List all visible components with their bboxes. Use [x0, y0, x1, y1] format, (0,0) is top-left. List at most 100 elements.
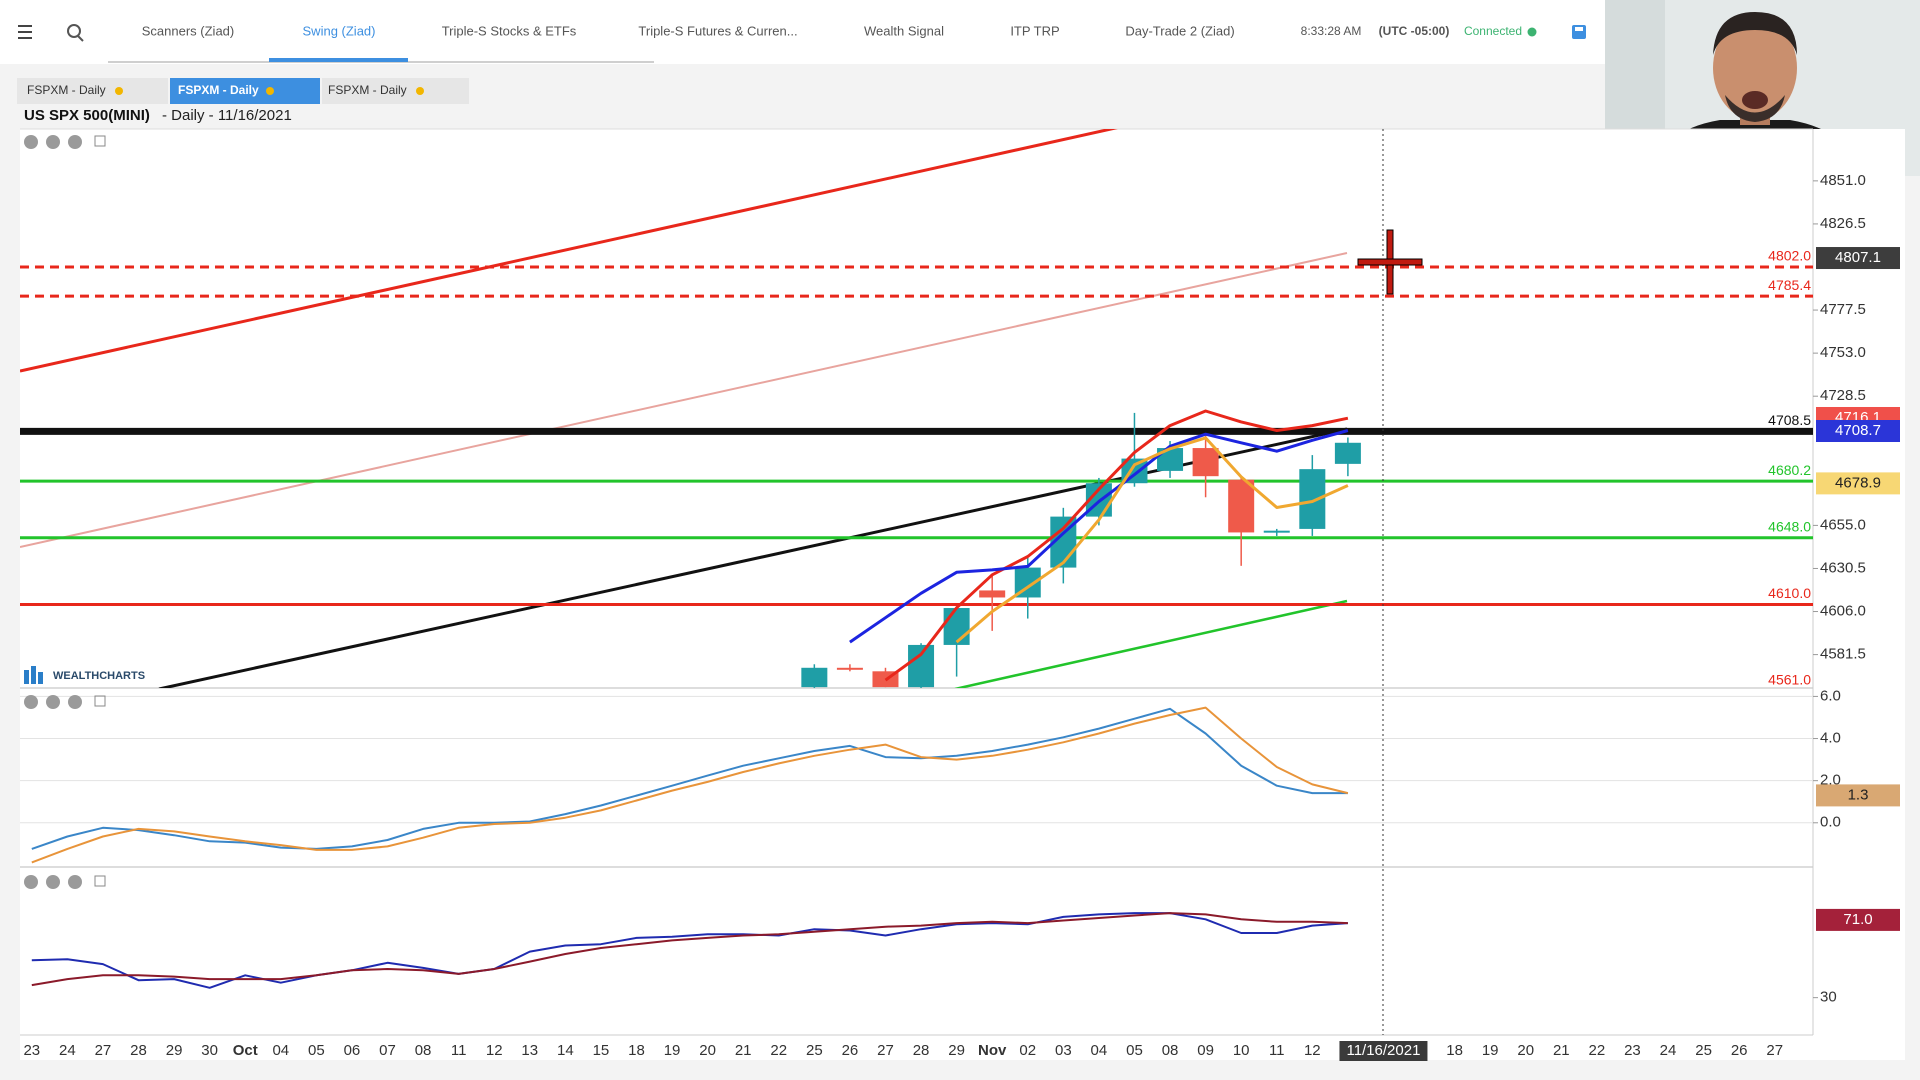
status-dot — [115, 87, 123, 95]
price-badge-label: 4708.7 — [1835, 422, 1881, 439]
panels: 4851.0 4826.5 4777.5 4753.0 4728.5 4655.0 4630… — [20, 172, 1900, 1061]
tab[interactable]: Wealth Signal — [864, 23, 944, 38]
x-tick-label: 11/16/2021 — [1346, 1042, 1420, 1059]
x-tick-label: 23 — [23, 1042, 40, 1059]
x-tick-label: 08 — [415, 1042, 432, 1059]
menu-icon[interactable] — [18, 25, 32, 39]
panel-plot — [31, 912, 1348, 989]
clock: 8:33:28 AM — [1301, 24, 1362, 38]
price-badge-label: 4807.1 — [1835, 249, 1881, 266]
x-tick-label: 30 — [201, 1042, 218, 1059]
level-label: 4708.5 — [1768, 412, 1811, 428]
x-tick-label: 28 — [913, 1042, 930, 1059]
x-tick-label: 25 — [1695, 1042, 1712, 1059]
y-tick-label: 4655.0 — [1820, 516, 1866, 533]
series-line — [31, 912, 1348, 989]
x-tick-label: 27 — [877, 1042, 894, 1059]
candle-body — [908, 644, 935, 688]
candle-body — [1228, 479, 1255, 533]
x-tick-label: 06 — [344, 1042, 361, 1059]
x-tick-label: 27 — [1766, 1042, 1783, 1059]
chart-title: US SPX 500(MINI) — [24, 107, 150, 124]
x-tick-label: 15 — [593, 1042, 610, 1059]
x-tick-label: 26 — [1731, 1042, 1748, 1059]
x-tick-label: 25 — [806, 1042, 823, 1059]
tab[interactable]: Swing (Ziad) — [303, 23, 376, 38]
price-badge — [1816, 784, 1900, 807]
series-line — [31, 707, 1348, 850]
search-icon[interactable] — [67, 24, 84, 42]
x-tick-label: 05 — [308, 1042, 325, 1059]
tab[interactable]: Triple-S Stocks & ETFs — [442, 23, 577, 38]
y-tick-label: 6.0 — [1820, 687, 1841, 704]
y-tick-label: 4753.0 — [1820, 344, 1866, 361]
tab[interactable]: Triple-S Futures & Curren... — [638, 23, 797, 38]
x-tick-label: 28 — [130, 1042, 147, 1059]
y-tick-label: 4728.5 — [1820, 387, 1866, 404]
y-tick-label: 4630.5 — [1820, 559, 1866, 576]
subtab[interactable] — [322, 78, 469, 104]
y-tick-label: 4777.5 — [1820, 301, 1866, 318]
x-tick-label: Nov — [978, 1042, 1007, 1059]
x-tick-label: 22 — [1589, 1042, 1606, 1059]
x-tick-label: 11 — [1269, 1042, 1285, 1059]
candle-body — [1263, 530, 1290, 533]
x-tick-label: 21 — [1553, 1042, 1570, 1059]
x-tick-label: 10 — [1233, 1042, 1250, 1059]
candle-body — [1192, 448, 1219, 477]
tab[interactable]: ITP TRP — [1010, 23, 1059, 38]
x-tick-label: 13 — [521, 1042, 538, 1059]
price-badge — [1816, 247, 1900, 270]
x-tick-label: 29 — [948, 1042, 965, 1059]
level-label: 4610.0 — [1768, 585, 1811, 601]
cursor-date-box — [1339, 1041, 1428, 1061]
x-tick-label: 04 — [1091, 1042, 1108, 1059]
series-line — [849, 429, 1349, 644]
level-label: 4802.0 — [1768, 248, 1811, 264]
x-tick-label: 18 — [628, 1042, 645, 1059]
subtab[interactable] — [17, 78, 168, 104]
x-tick-label: 18 — [1446, 1042, 1463, 1059]
panel-controls[interactable] — [24, 135, 106, 889]
candle-body — [801, 667, 828, 688]
status-dot — [416, 87, 424, 95]
save-icon[interactable] — [1572, 25, 1586, 39]
connection-status: Connected — [1464, 24, 1522, 38]
x-tick-label: 29 — [166, 1042, 183, 1059]
panel-plot — [20, 265, 1813, 688]
price-badge-label: 71.0 — [1843, 911, 1872, 928]
y-tick-label: 30 — [1820, 989, 1837, 1006]
status-dot — [266, 87, 274, 95]
tab[interactable]: Scanners (Ziad) — [142, 23, 234, 38]
x-tick-label: 07 — [379, 1042, 396, 1059]
candle-body — [836, 667, 863, 670]
top-bar — [0, 0, 1605, 64]
x-tick-label: 24 — [59, 1042, 76, 1059]
x-tick-label: 05 — [1126, 1042, 1143, 1059]
price-badge-label: 1.3 — [1848, 786, 1869, 803]
candle-body — [979, 590, 1006, 598]
series-line — [955, 436, 1349, 644]
candle-body — [1157, 448, 1184, 471]
y-tick-label: 4851.0 — [1820, 172, 1866, 189]
x-tick-label: 20 — [699, 1042, 716, 1059]
subtab-label: FSPXM - Daily — [328, 83, 407, 97]
price-badge — [1816, 472, 1900, 495]
chart-area — [20, 129, 1905, 1060]
tab[interactable]: Day-Trade 2 (Ziad) — [1125, 23, 1234, 38]
cursor-cross — [1357, 229, 1423, 295]
price-badge — [1816, 908, 1900, 931]
status-dot — [1527, 27, 1537, 37]
subtab-label: FSPXM - Daily — [27, 83, 106, 97]
x-tick-label: 08 — [1162, 1042, 1179, 1059]
x-tick-label: 24 — [1660, 1042, 1677, 1059]
x-tick-label: 11 — [451, 1042, 467, 1059]
x-tick-label: 09 — [1197, 1042, 1214, 1059]
x-tick-label: 23 — [1624, 1042, 1641, 1059]
subtab-active[interactable] — [170, 78, 320, 104]
level-label: 4785.4 — [1768, 277, 1811, 293]
x-tick-label: 12 — [486, 1042, 503, 1059]
price-badge — [1816, 420, 1900, 443]
panel-plot — [20, 695, 1813, 864]
x-tick-label: 04 — [272, 1042, 289, 1059]
